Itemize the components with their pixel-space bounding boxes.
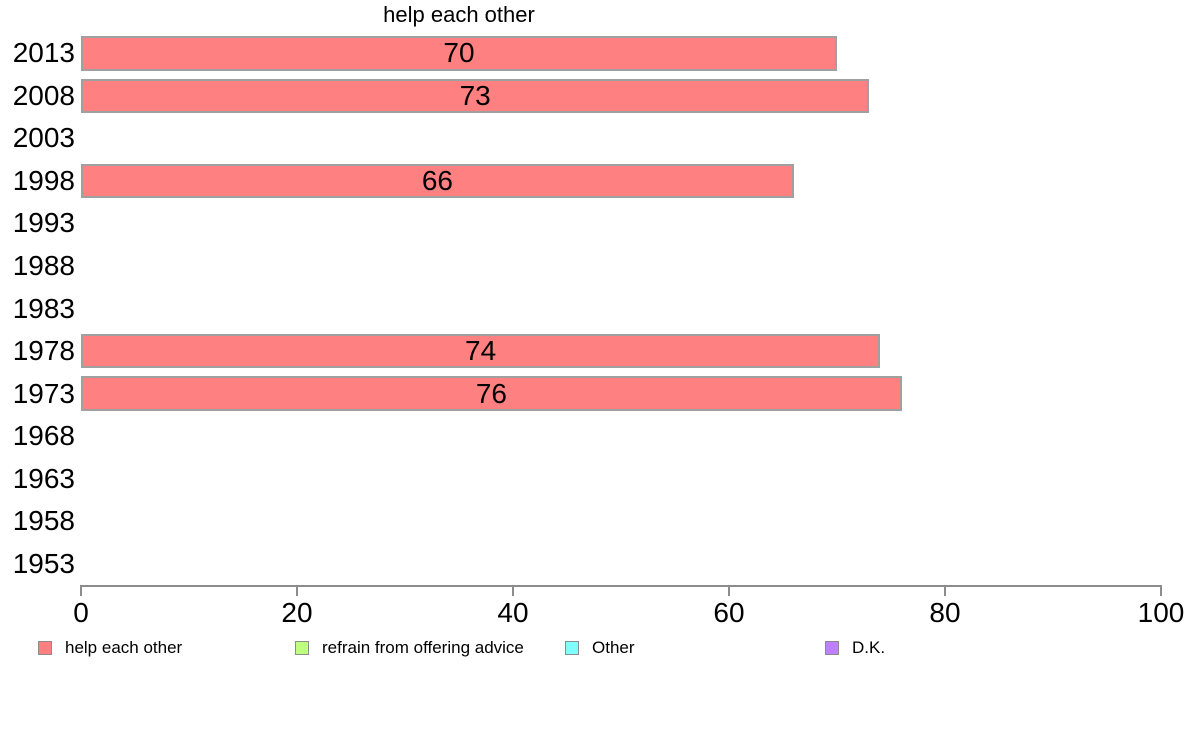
bar-value-label: 70 (443, 37, 475, 69)
legend-swatch-icon (825, 641, 839, 655)
x-tick-label: 80 (929, 597, 961, 628)
bar-value-label: 74 (465, 335, 497, 367)
legend-item: D.K. (825, 636, 885, 660)
legend-item: Other (565, 636, 635, 660)
bar-2008 (81, 78, 870, 114)
x-tick (728, 585, 730, 596)
x-tick-label: 40 (497, 597, 529, 628)
x-tick-label: 20 (281, 597, 313, 628)
y-axis-label: 1963 (12, 462, 75, 494)
y-axis-label: 1973 (12, 377, 75, 409)
legend-label: Other (592, 638, 635, 657)
x-axis-line (81, 585, 1161, 587)
x-tick (512, 585, 514, 596)
bar-value-label: 66 (421, 164, 453, 196)
y-axis-label: 1968 (12, 420, 75, 452)
chart-title: help each other (383, 2, 535, 27)
legend-item: refrain from offering advice (295, 636, 524, 660)
y-axis-label: 1988 (12, 250, 75, 282)
bar-1978 (81, 333, 881, 369)
x-tick (296, 585, 298, 596)
x-tick-label: 100 (1137, 597, 1185, 628)
x-tick (944, 585, 946, 596)
legend-label: refrain from offering advice (322, 638, 524, 657)
y-axis-label: 2003 (12, 122, 75, 154)
legend-swatch-icon (565, 641, 579, 655)
y-axis-label: 1993 (12, 207, 75, 239)
y-axis-label: 1958 (12, 505, 75, 537)
y-axis-label: 1983 (12, 292, 75, 324)
bar-value-label: 76 (475, 377, 507, 409)
x-tick (80, 585, 82, 596)
legend-swatch-icon (295, 641, 309, 655)
y-axis-label: 2008 (12, 79, 75, 111)
x-tick-label: 60 (713, 597, 745, 628)
bar-value-label: 73 (459, 79, 491, 111)
bar-1973 (81, 376, 902, 411)
x-tick-label: 0 (73, 597, 89, 628)
legend-label: D.K. (852, 638, 886, 657)
y-axis-label: 1953 (12, 547, 75, 579)
y-axis-label: 1978 (12, 335, 75, 367)
bar-2013 (81, 36, 837, 71)
y-axis-label: 1998 (12, 164, 75, 196)
y-axis-label: 2013 (12, 37, 75, 69)
legend-item: help each other (38, 636, 182, 660)
x-tick (1160, 585, 1162, 596)
legend-swatch-icon (38, 641, 52, 655)
bar-1998 (81, 163, 794, 199)
legend-label: help each other (65, 638, 183, 657)
